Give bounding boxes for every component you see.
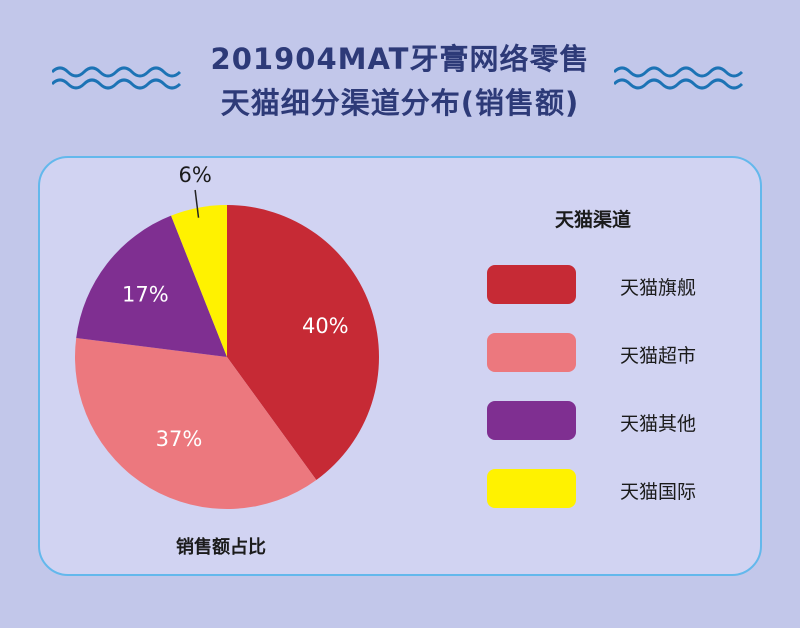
pie-value-label: 40% [302,314,349,338]
legend-swatch [487,469,576,508]
pie-value-label: 6% [178,163,211,187]
legend-label: 天猫旗舰 [620,277,697,299]
label-leader-line [194,189,200,218]
legend-swatch [487,401,576,440]
pie-slice [227,205,379,480]
pie-value-label: 17% [122,283,169,307]
legend-label: 天猫其他 [620,413,697,435]
pie-slice [76,215,227,357]
legend-label: 天猫超市 [620,345,697,367]
page-title-line-1: 201904MAT牙膏网络零售 [210,42,590,76]
pie-value-label: 37% [156,427,203,451]
legend-swatch [487,265,576,304]
pie-slice [171,205,227,357]
page-title-line-2: 天猫细分渠道分布(销售额) [220,86,580,120]
wave-decoration-right-icon [614,66,744,90]
legend-swatch [487,333,576,372]
pie-slice [74,337,317,510]
chart-caption: 销售额占比 [176,537,266,558]
wave-decoration-left-icon [52,66,182,90]
legend-title: 天猫渠道 [555,209,632,231]
legend-label: 天猫国际 [620,481,697,503]
